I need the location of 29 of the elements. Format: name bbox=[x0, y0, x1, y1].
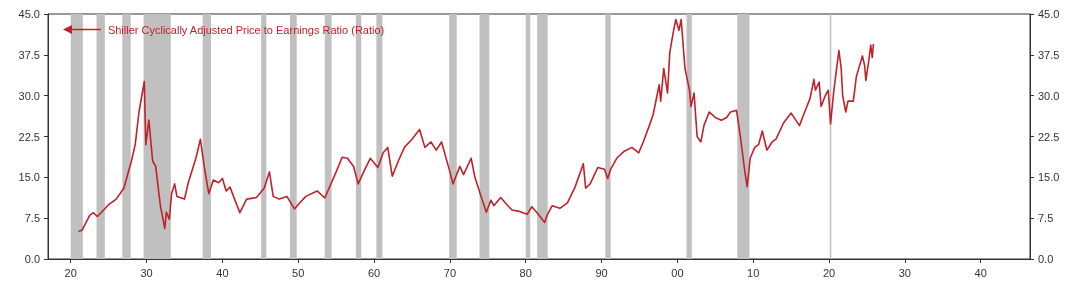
y2-tick-label: 30.0 bbox=[1038, 89, 1060, 102]
y-tick-label: 22.5 bbox=[18, 130, 40, 143]
x-tick-label: 30 bbox=[140, 266, 153, 279]
legend-label: Shiller Cyclically Adjusted Price to Earnings Ratio (Ratio) bbox=[107, 23, 385, 36]
x-tick-label: 60 bbox=[367, 266, 381, 279]
y-tick-label: 37.5 bbox=[18, 48, 40, 61]
y-tick-label: 45.0 bbox=[18, 8, 40, 20]
y-tick-label: 30.0 bbox=[18, 89, 40, 102]
y-tick-label: 15.0 bbox=[18, 171, 40, 184]
x-tick-label: 90 bbox=[595, 266, 608, 279]
y2-tick-label: 7.5 bbox=[1038, 212, 1054, 225]
x-tick-label: 80 bbox=[519, 266, 532, 279]
x-tick-label: 50 bbox=[292, 266, 305, 279]
x-tick-label: 30 bbox=[898, 266, 912, 279]
y2-tick-label: 15.0 bbox=[1038, 171, 1060, 184]
x-tick-label: 20 bbox=[64, 266, 77, 279]
y2-tick-label: 0.0 bbox=[1038, 253, 1054, 265]
x-tick-label: 40 bbox=[216, 266, 229, 279]
x-tick-label: 10 bbox=[747, 266, 760, 279]
y2-tick-label: 37.5 bbox=[1038, 48, 1060, 61]
y2-tick-label: 22.5 bbox=[1038, 130, 1060, 143]
y-tick-label: 0.0 bbox=[24, 253, 40, 265]
x-tick-label: 20 bbox=[822, 266, 836, 279]
x-tick-label: 70 bbox=[443, 266, 457, 279]
x-tick-label: 00 bbox=[671, 266, 684, 279]
line-series bbox=[77, 18, 875, 233]
x-tick-label: 40 bbox=[974, 266, 987, 279]
y2-tick-label: 45.0 bbox=[1038, 8, 1060, 20]
y-tick-label: 7.5 bbox=[24, 212, 40, 225]
